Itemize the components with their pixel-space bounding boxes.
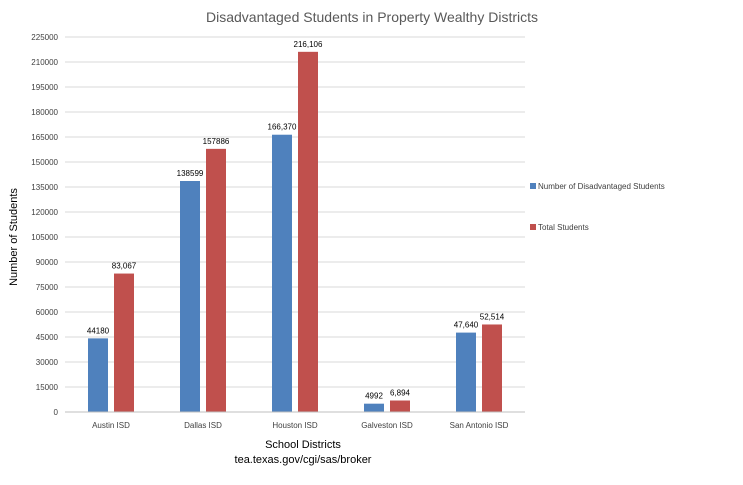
- bar-data-label: 6,894: [390, 389, 411, 398]
- bar-data-label: 83,067: [112, 262, 137, 271]
- x-tick-label: Houston ISD: [272, 421, 318, 430]
- bar-data-label: 216,106: [294, 40, 323, 49]
- bar-data-label: 138599: [177, 169, 204, 178]
- y-tick-label: 45000: [36, 333, 59, 342]
- bar-disadvantaged-2: [272, 134, 292, 412]
- bar-total-2: [298, 51, 318, 412]
- x-tick-label: Dallas ISD: [184, 421, 222, 430]
- bar-disadvantaged-3: [364, 403, 384, 412]
- chart-title: Disadvantaged Students in Property Wealt…: [206, 9, 538, 25]
- bar-data-label: 52,514: [480, 312, 505, 321]
- y-tick-label: 60000: [36, 308, 59, 317]
- bar-total-4: [482, 324, 502, 412]
- gridlines: [65, 36, 525, 413]
- bar-data-label: 157886: [203, 137, 230, 146]
- x-tick-label: San Antonio ISD: [450, 421, 509, 430]
- y-tick-label: 165000: [31, 133, 58, 142]
- y-tick-label: 15000: [36, 383, 59, 392]
- legend: Number of Disadvantaged Students Total St…: [530, 182, 665, 232]
- bar-data-label: 4992: [365, 392, 383, 401]
- bar-total-0: [114, 273, 134, 412]
- legend-swatch: [530, 224, 536, 230]
- bar-disadvantaged-4: [456, 332, 476, 412]
- x-axis-ticks: Austin ISD Dallas ISD Houston ISD Galveston…: [92, 421, 508, 430]
- y-tick-label: 195000: [31, 83, 58, 92]
- legend-label: Number of Disadvantaged Students: [538, 182, 665, 191]
- x-tick-label: Galveston ISD: [361, 421, 413, 430]
- legend-label: Total Students: [538, 223, 589, 232]
- y-axis-label: Number of Students: [8, 188, 20, 286]
- x-axis-label: School Districts: [265, 439, 341, 451]
- y-tick-label: 180000: [31, 108, 58, 117]
- x-axis-source-label: tea.texas.gov/cgi/sas/broker: [235, 454, 372, 466]
- bar-data-label: 166,370: [268, 123, 297, 132]
- bar-data-label: 47,640: [454, 321, 479, 330]
- bar-total-3: [390, 400, 410, 412]
- y-axis-ticks: 0 15000 30000 45000 60000 75000 90000 105000 120…: [31, 33, 58, 417]
- y-tick-label: 105000: [31, 233, 58, 242]
- y-tick-label: 0: [54, 408, 59, 417]
- data-labels: 44180 83,067 138599 157886 166,370 216,106 499…: [87, 40, 505, 401]
- bar-disadvantaged-1: [180, 181, 200, 412]
- y-tick-label: 30000: [36, 358, 59, 367]
- y-tick-label: 90000: [36, 258, 59, 267]
- y-tick-label: 135000: [31, 183, 58, 192]
- legend-swatch: [530, 183, 536, 189]
- bars: [88, 51, 502, 412]
- y-tick-label: 150000: [31, 158, 58, 167]
- bar-disadvantaged-0: [88, 338, 108, 412]
- y-tick-label: 120000: [31, 208, 58, 217]
- bar-data-label: 44180: [87, 326, 110, 335]
- y-tick-label: 225000: [31, 33, 58, 42]
- y-tick-label: 75000: [36, 283, 59, 292]
- bar-total-1: [206, 148, 226, 412]
- x-tick-label: Austin ISD: [92, 421, 130, 430]
- y-tick-label: 210000: [31, 58, 58, 67]
